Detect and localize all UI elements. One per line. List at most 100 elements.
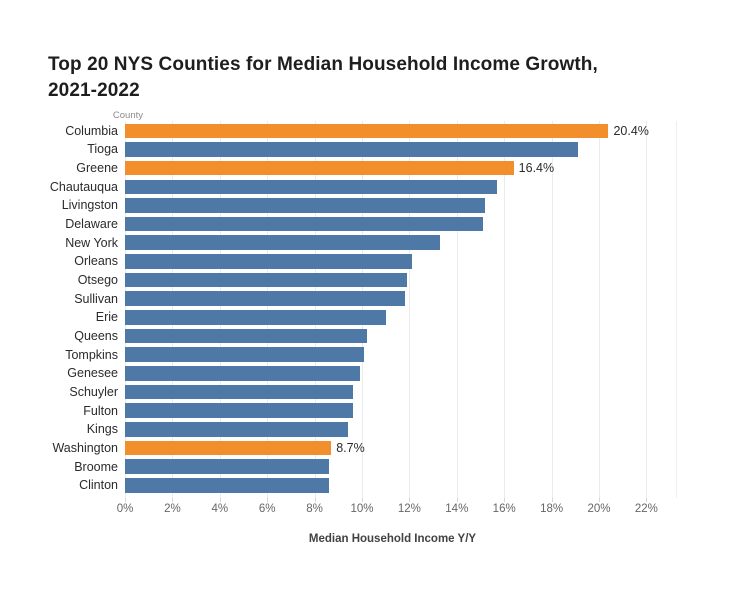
- bar-track: [125, 179, 739, 195]
- x-tick-label: 8%: [306, 503, 323, 515]
- gridline-22%: [646, 121, 648, 498]
- bar-clinton[interactable]: [125, 478, 329, 493]
- bar-row: Otsego: [0, 271, 739, 290]
- x-tick-label: 10%: [350, 503, 374, 515]
- bar-broome[interactable]: [125, 459, 329, 474]
- bar-row: Tompkins: [0, 345, 739, 364]
- value-label: 20.4%: [613, 123, 649, 138]
- bar-schuyler[interactable]: [125, 384, 353, 400]
- bar-chautauqua[interactable]: [125, 179, 498, 195]
- plot-area: [125, 121, 677, 498]
- bar-track: [125, 254, 739, 269]
- bar-columbia[interactable]: [125, 123, 609, 139]
- bar-new-york[interactable]: [125, 235, 441, 251]
- bar-track: [125, 216, 739, 232]
- category-label: Queens: [74, 329, 118, 344]
- value-label: 8.7%: [336, 440, 365, 455]
- value-label: 16.4%: [518, 161, 555, 176]
- category-label: Tompkins: [65, 347, 118, 362]
- category-label: Chautauqua: [49, 179, 118, 194]
- x-tick-mark: [314, 498, 316, 502]
- bar-tioga[interactable]: [125, 142, 578, 157]
- x-tick-mark: [646, 498, 648, 502]
- bar-row: Schuyler: [0, 383, 739, 402]
- x-tick-mark: [125, 498, 126, 502]
- bar-row: Broome: [0, 457, 739, 476]
- bar-track: [125, 347, 739, 362]
- bar-delaware[interactable]: [125, 216, 483, 232]
- bar-fulton[interactable]: [125, 403, 353, 418]
- bar-track: [125, 235, 739, 251]
- x-tick-label: 4%: [211, 503, 229, 515]
- category-label: Schuyler: [69, 385, 118, 400]
- bar-track: [125, 459, 739, 474]
- category-label: Columbia: [65, 123, 118, 138]
- bar-row: Chautauqua: [0, 177, 739, 196]
- bar-row: Delaware: [0, 215, 739, 234]
- x-tick-mark: [409, 498, 411, 502]
- bar-track: [125, 366, 739, 381]
- bar-genesee[interactable]: [125, 366, 360, 381]
- gridline-18%: [551, 121, 553, 498]
- x-tick-label: 6%: [258, 503, 276, 515]
- bar-track: [125, 422, 739, 437]
- x-tick-label: 20%: [587, 503, 611, 515]
- x-tick-mark: [599, 498, 600, 502]
- bar-tompkins[interactable]: [125, 347, 365, 362]
- bar-track: 8.7%: [125, 440, 739, 456]
- bar-greene[interactable]: [125, 160, 514, 176]
- bar-track: [125, 310, 739, 325]
- category-label: Kings: [86, 422, 118, 437]
- bar-row: New York: [0, 233, 739, 252]
- category-label: New York: [65, 235, 118, 250]
- bar-row: Tioga: [0, 140, 739, 159]
- bar-row: Fulton: [0, 401, 739, 420]
- bar-orleans[interactable]: [125, 254, 412, 269]
- gridline-12%: [409, 121, 411, 498]
- bar-sullivan[interactable]: [125, 291, 405, 307]
- bar-track: [125, 198, 739, 213]
- chart-title-line1: Top 20 NYS Counties for Median Household…: [48, 54, 598, 75]
- gridline-14%: [456, 121, 458, 498]
- x-tick-label: 16%: [492, 503, 516, 515]
- bar-otsego[interactable]: [125, 272, 408, 288]
- bar-queens[interactable]: [125, 328, 367, 344]
- category-label: Fulton: [83, 403, 118, 418]
- x-tick-label: 18%: [540, 503, 564, 515]
- category-label: Greene: [76, 161, 118, 176]
- bar-erie[interactable]: [125, 310, 386, 325]
- bar-row: Queens: [0, 327, 739, 346]
- category-label: Delaware: [65, 217, 118, 232]
- bar-track: [125, 142, 739, 157]
- bar-track: [125, 478, 739, 493]
- category-label: Orleans: [74, 254, 118, 269]
- bar-track: [125, 328, 739, 344]
- bar-row: Columbia 20.4%: [0, 122, 739, 141]
- bar-kings[interactable]: [125, 422, 348, 437]
- bar-track: [125, 384, 739, 400]
- category-label: Tioga: [87, 142, 118, 157]
- category-label: Genesee: [67, 366, 118, 381]
- x-tick-mark: [456, 498, 458, 502]
- x-tick-mark: [362, 498, 363, 502]
- bar-row: Genesee: [0, 364, 739, 383]
- bar-livingston[interactable]: [125, 198, 486, 213]
- bar-row: Orleans: [0, 252, 739, 271]
- category-label: Clinton: [79, 478, 118, 493]
- plot-right-edge: [676, 121, 677, 498]
- chart-title: Top 20 NYS Counties for Median Household…: [48, 52, 708, 104]
- x-axis: 0% 2% 4% 6% 8% 10% 12% 14% 16% 18% 20% 22%: [0, 498, 739, 518]
- gridline-6%: [267, 121, 269, 498]
- gridline-0%: [125, 121, 126, 498]
- x-tick-label: 2%: [164, 503, 181, 515]
- bar-row: Washington 8.7%: [0, 439, 739, 458]
- x-tick-mark: [172, 498, 174, 502]
- bar-row: Greene 16.4%: [0, 159, 739, 178]
- bar-washington[interactable]: [125, 440, 332, 456]
- bar-row: Livingston: [0, 196, 739, 215]
- bar-track: 20.4%: [125, 123, 739, 139]
- bar-track: [125, 403, 739, 418]
- x-tick-mark: [551, 498, 553, 502]
- x-tick-label: 14%: [445, 503, 469, 515]
